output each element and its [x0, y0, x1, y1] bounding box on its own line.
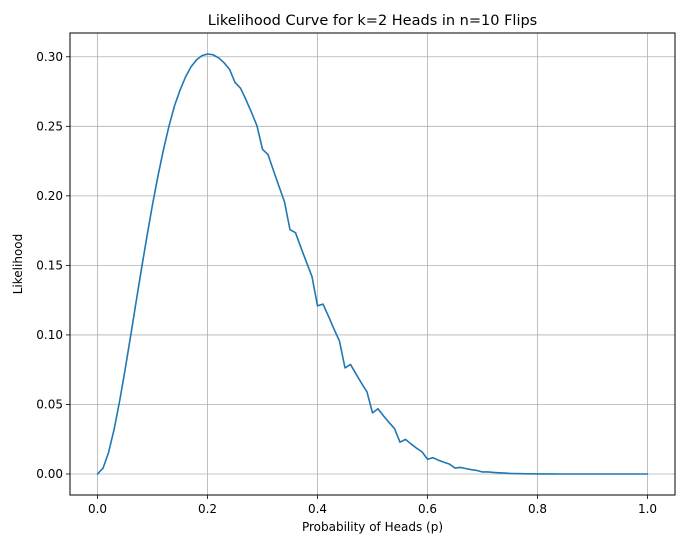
likelihood-series-line	[96, 53, 649, 475]
x-tick-label: 0.4	[308, 502, 327, 516]
x-tick-label: 0.2	[198, 502, 217, 516]
x-tick-label: 0.8	[528, 502, 547, 516]
y-tick-label: 0.25	[36, 119, 63, 133]
x-tick-label: 1.0	[638, 502, 657, 516]
x-tick-label: 0.0	[88, 502, 107, 516]
grid-lines	[70, 33, 675, 495]
x-tick-label: 0.6	[418, 502, 437, 516]
tick-labels: 0.0 0.2 0.4 0.6 0.8 1.0 0.00 0.05 0.10 0.15 0.20 0.…	[36, 50, 657, 516]
y-tick-label: 0.00	[36, 467, 63, 481]
y-tick-label: 0.05	[36, 397, 63, 411]
series-layer	[96, 53, 649, 475]
y-tick-label: 0.30	[36, 50, 63, 64]
y-tick-label: 0.15	[36, 258, 63, 272]
tick-marks	[66, 56, 648, 499]
y-tick-label: 0.20	[36, 189, 63, 203]
x-axis-label: Probability of Heads (p)	[302, 520, 443, 534]
y-axis-label: Likelihood	[11, 234, 25, 295]
y-tick-label: 0.10	[36, 328, 63, 342]
plot-frame	[69, 32, 676, 496]
chart-title: Likelihood Curve for k=2 Heads in n=10 F…	[208, 13, 538, 29]
